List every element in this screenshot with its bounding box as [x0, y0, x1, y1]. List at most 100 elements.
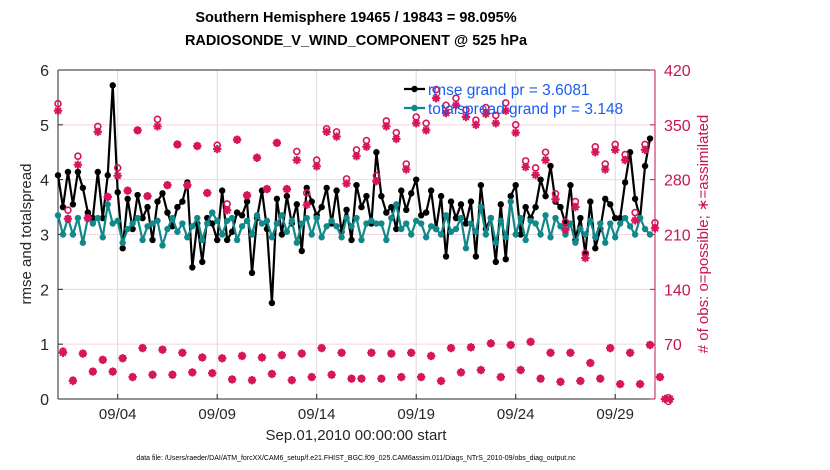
rmse-point [477, 181, 485, 189]
totalspread-point [626, 223, 634, 230]
possible-count-marker [302, 189, 311, 197]
totalspread-point [179, 220, 186, 227]
asterisk-center [170, 372, 175, 378]
asterisk-center [662, 396, 668, 402]
assimilated-count-marker [392, 134, 401, 144]
totalspread-point [512, 231, 519, 238]
asterisk-center [150, 372, 155, 378]
asterisk-center [602, 167, 608, 172]
y-tick-label-right: 420 [664, 63, 691, 80]
asterisk-center [498, 374, 504, 380]
rmse-point [363, 192, 370, 200]
asterisk-center [518, 367, 523, 373]
assimilated-count-marker [576, 376, 585, 386]
asterisk-center [398, 374, 404, 380]
assimilated-count-marker [615, 379, 625, 389]
rmse-point [119, 245, 126, 252]
asterisk-center [319, 345, 324, 351]
assimilated-count-marker [287, 376, 297, 385]
totalspread-point [209, 209, 216, 216]
totalspread-point [348, 223, 355, 230]
assimilated-count-marker [237, 351, 247, 361]
possible-count-marker [491, 111, 500, 120]
rmse-point [159, 190, 166, 197]
totalspread-point [403, 220, 410, 227]
asterisk-center [473, 122, 479, 128]
asterisk-center [642, 147, 648, 153]
rmse-point [457, 201, 465, 208]
assimilated-count-marker [203, 188, 212, 198]
totalspread-point [408, 231, 415, 238]
possible-count-marker [531, 164, 540, 172]
asterisk-center [180, 350, 185, 356]
totalspread-point [273, 220, 281, 227]
assimilated-count-marker [262, 184, 272, 194]
x-tick-label: 09/29 [596, 406, 634, 423]
asterisk-center [667, 396, 673, 402]
asterisk-center [105, 194, 111, 200]
totalspread-point [283, 228, 291, 235]
rmse-point [308, 198, 315, 205]
assimilated-count-marker [173, 140, 182, 149]
assimilated-count-marker [242, 191, 252, 200]
totalspread-point [592, 234, 599, 241]
legend-label-rmse: rmse grand pr = 3.6081 [428, 82, 590, 99]
assimilated-count-marker [362, 142, 371, 151]
totalspread-point [214, 217, 221, 224]
ticks: 012345607014021028035042009/0409/0909/14… [40, 63, 691, 423]
assimilated-count-marker [138, 343, 147, 353]
totalspread-point [109, 220, 116, 227]
rmse-point [512, 181, 519, 189]
totalspread-point [318, 234, 325, 241]
totalspread-point [303, 214, 310, 222]
totalspread-point [104, 201, 111, 208]
totalspread-point [154, 217, 161, 224]
assimilated-count-marker [491, 119, 500, 128]
legend-marker-spread [411, 104, 418, 112]
asterisk-center [483, 111, 489, 117]
totalspread-point [527, 217, 534, 224]
legend-label-spread: totalspread grand pr = 3.148 [428, 101, 623, 118]
rmse-point [358, 203, 365, 211]
rmse-point [422, 209, 430, 216]
assimilated-count-marker [292, 155, 301, 165]
totalspread-point [363, 220, 370, 227]
rmse-point [298, 247, 305, 255]
assimilated-count-marker [431, 94, 441, 103]
rmse-point [507, 192, 514, 200]
asterisk-center [334, 134, 339, 139]
totalspread-point [462, 245, 470, 252]
totalspread-point [602, 239, 609, 246]
assimilated-count-marker [625, 348, 635, 357]
rmse-point [218, 187, 226, 194]
asterisk-center [463, 114, 469, 120]
possible-count-marker [64, 206, 72, 215]
totalspread-point [199, 236, 206, 244]
assimilated-count-marker [630, 216, 640, 225]
rmse-point [179, 198, 186, 205]
totalspread-point [248, 231, 256, 238]
asterisk-center [344, 181, 349, 186]
assimilated-count-marker [317, 343, 326, 353]
rmse-point [318, 203, 325, 211]
asterisk-center [478, 367, 484, 373]
asterisk-center [269, 371, 275, 377]
rmse-point [408, 190, 415, 197]
rmse-point [537, 176, 544, 183]
asterisk-center [593, 149, 598, 155]
rmse-point [522, 203, 529, 211]
y-axis-label-left: rmse and totalspread [18, 164, 35, 305]
assimilated-count-marker [153, 122, 162, 131]
y-tick-label-left: 5 [40, 118, 49, 135]
obs-count-layer [53, 85, 675, 404]
asterisk-center [95, 129, 101, 135]
y-axis-label-right: # of obs: o=possible; ∗=assimilated [695, 115, 712, 354]
totalspread-point [288, 217, 296, 224]
assimilated-count-marker [148, 370, 157, 379]
asterisk-center [329, 372, 334, 378]
asterisk-center [65, 216, 71, 222]
assimilated-count-marker [312, 162, 321, 171]
rmse-point [303, 184, 310, 192]
rmse-point [199, 258, 206, 266]
asterisk-center [274, 140, 280, 146]
